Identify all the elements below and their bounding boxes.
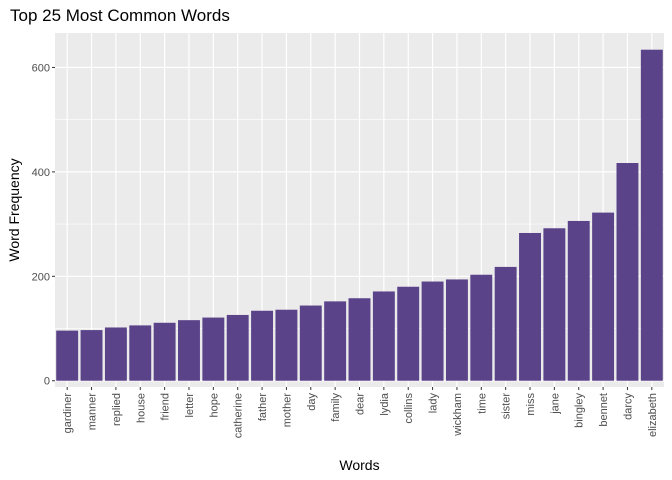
y-tick-label: 400 bbox=[32, 167, 50, 179]
x-tick-label: family bbox=[330, 393, 342, 422]
x-tick-label: darcy bbox=[622, 393, 634, 420]
x-tick-label: letter bbox=[184, 393, 196, 418]
bar-jane bbox=[543, 228, 566, 381]
bar-father bbox=[251, 310, 274, 381]
bar-gardiner bbox=[56, 330, 79, 381]
x-tick-label: father bbox=[257, 393, 269, 421]
x-tick-label: bingley bbox=[574, 393, 586, 428]
y-axis: 0 200 400 600 bbox=[32, 62, 55, 388]
x-tick-label: sister bbox=[501, 393, 513, 420]
x-tick-label: lydia bbox=[379, 392, 391, 416]
x-tick-label: miss bbox=[525, 393, 537, 416]
x-tick-label: replied bbox=[111, 393, 123, 426]
x-tick-label: collins bbox=[403, 393, 415, 424]
x-tick-label: catherine bbox=[233, 393, 245, 438]
chart-title: Top 25 Most Common Words bbox=[10, 6, 230, 25]
bar-time bbox=[470, 274, 493, 381]
x-tick-label: manner bbox=[87, 393, 99, 431]
bar-hope bbox=[202, 317, 225, 381]
x-tick-label: day bbox=[306, 393, 318, 411]
x-axis: gardiner manner replied house friend letter ho… bbox=[62, 387, 659, 438]
bar-day bbox=[299, 305, 322, 381]
bar-replied bbox=[104, 327, 127, 381]
bar-bennet bbox=[592, 212, 615, 381]
bar-catherine bbox=[226, 314, 249, 381]
x-tick-label: wickham bbox=[452, 393, 464, 437]
y-tick-label: 200 bbox=[32, 271, 50, 283]
bar-sister bbox=[494, 266, 517, 381]
x-axis-title: Words bbox=[339, 457, 379, 473]
bar-collins bbox=[397, 286, 420, 381]
y-axis-title: Word Frequency bbox=[6, 158, 22, 261]
x-tick-label: lady bbox=[428, 393, 440, 414]
x-tick-label: elizabeth bbox=[647, 393, 659, 437]
x-tick-label: bennet bbox=[598, 393, 610, 427]
bar-letter bbox=[178, 320, 200, 381]
bar-wickham bbox=[445, 279, 468, 381]
bar-elizabeth bbox=[640, 49, 663, 381]
bar-friend bbox=[153, 322, 176, 381]
bar-house bbox=[129, 325, 152, 381]
x-tick-label: friend bbox=[160, 393, 172, 421]
bar-dear bbox=[348, 298, 371, 381]
bar-mother bbox=[275, 309, 298, 381]
bars-group bbox=[56, 49, 663, 381]
bar-darcy bbox=[616, 163, 639, 381]
x-tick-label: house bbox=[135, 393, 147, 423]
bar-lydia bbox=[372, 291, 395, 381]
x-tick-label: hope bbox=[208, 393, 220, 417]
bar-miss bbox=[519, 232, 541, 381]
x-tick-label: time bbox=[476, 393, 488, 414]
bar-family bbox=[324, 301, 347, 381]
bar-manner bbox=[80, 330, 103, 381]
bar-bingley bbox=[567, 220, 590, 381]
y-tick-label: 0 bbox=[44, 376, 50, 388]
x-tick-label: jane bbox=[549, 393, 561, 415]
y-tick-label: 600 bbox=[32, 62, 50, 74]
bar-lady bbox=[421, 281, 444, 381]
x-tick-label: mother bbox=[281, 393, 293, 428]
x-tick-label: dear bbox=[355, 393, 367, 415]
x-tick-label: gardiner bbox=[62, 393, 74, 434]
